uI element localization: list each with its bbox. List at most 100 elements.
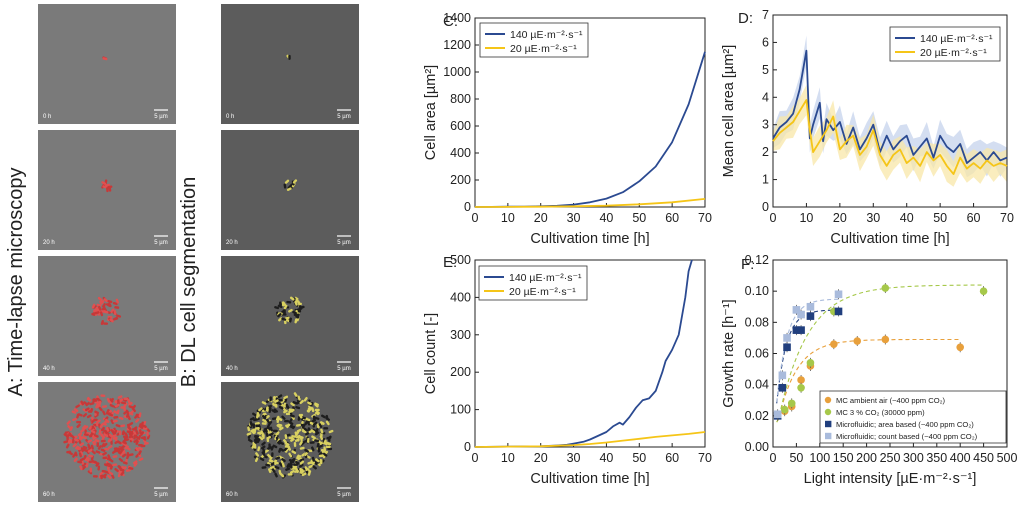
cell-mark — [85, 401, 90, 407]
data-point — [783, 334, 791, 342]
cell-mark — [125, 468, 131, 472]
cell-mark — [262, 418, 267, 423]
legend: 140 µE·m⁻²·s⁻¹ 20 µE·m⁻²·s⁻¹ — [889, 26, 1001, 62]
cell-mark — [99, 471, 104, 476]
cell-mark — [118, 430, 122, 436]
cell-mark — [128, 421, 134, 426]
cell-mark — [117, 395, 123, 399]
cell-mark — [305, 417, 311, 422]
y-tick-label: 200 — [450, 365, 471, 379]
cell-mark — [247, 426, 251, 432]
cell-mark — [110, 429, 115, 434]
series-line — [772, 99, 1008, 176]
cell-mark — [303, 396, 308, 402]
cell-mark — [254, 422, 260, 425]
chart-panel-f: F: 0 50 100 150 200 250 300 350 400 450 500 0.00 0.02… — [721, 253, 1017, 487]
cell-mark — [268, 408, 272, 414]
time-label: 20 h — [226, 240, 238, 246]
cell-mark — [102, 303, 106, 308]
cell-mark — [306, 408, 312, 413]
series-line — [474, 51, 706, 208]
cell-mark — [290, 437, 295, 442]
cell-mark — [112, 436, 118, 440]
cell-mark — [272, 402, 278, 406]
cell-mark — [269, 426, 273, 432]
panel-label: F: — [741, 256, 754, 273]
cell-mark — [104, 418, 110, 423]
cell-mark — [292, 179, 298, 184]
cell-mark — [100, 448, 106, 452]
cell-mark — [311, 456, 315, 462]
x-tick-label: 50 — [632, 451, 646, 465]
cell-mark — [120, 424, 126, 428]
cell-mark — [295, 423, 301, 427]
scale-label: 5 µm — [337, 240, 350, 246]
cell-mark — [99, 311, 104, 317]
cell-mark — [107, 457, 112, 462]
cell-mark — [267, 461, 272, 466]
cell-mark — [102, 57, 108, 61]
cell-mark — [80, 447, 84, 453]
cell-mark — [295, 406, 301, 410]
cell-mark — [133, 438, 138, 443]
cell-mark — [72, 443, 77, 448]
cell-mark — [284, 434, 288, 440]
cell-mark — [311, 419, 317, 423]
cell-mark — [293, 392, 298, 397]
cell-mark — [311, 407, 315, 413]
legend-entry: MC ambient air (~400 ppm CO₂) — [836, 396, 946, 405]
cell-mark — [326, 441, 332, 446]
time-label: 40 h — [43, 366, 55, 372]
legend-entry: 140 µE·m⁻²·s⁻¹ — [510, 29, 583, 41]
cell-mark — [126, 423, 131, 429]
cell-mark — [271, 452, 274, 458]
cell-mark — [112, 316, 118, 321]
cell-mark — [140, 421, 144, 427]
cell-mark — [109, 403, 115, 408]
x-axis-label: Cultivation time [h] — [530, 231, 649, 247]
cell-mark — [264, 449, 270, 454]
cell-mark — [264, 427, 268, 433]
cell-mark — [138, 450, 142, 455]
cell-mark — [295, 434, 301, 439]
cell-mark — [82, 408, 88, 413]
cell-mark — [301, 472, 307, 477]
legend-box — [479, 22, 589, 58]
cell-mark — [76, 445, 81, 450]
cell-mark — [295, 460, 300, 465]
cell-mark — [265, 406, 269, 412]
cell-mark — [283, 304, 288, 310]
cell-mark — [102, 410, 106, 416]
x-tick-label: 0 — [770, 451, 777, 465]
cell-mark — [116, 314, 122, 318]
cell-mark — [77, 413, 83, 417]
x-tick-label: 40 — [599, 211, 613, 225]
cell-mark — [102, 185, 108, 189]
cell-mark — [79, 457, 85, 462]
x-tick-label: 40 — [900, 211, 914, 225]
cell-mark — [249, 417, 255, 421]
cell-mark — [122, 398, 127, 402]
y-tick-label: 0.04 — [745, 378, 769, 392]
x-tick-label: 400 — [950, 451, 971, 465]
cell-mark — [106, 397, 111, 403]
image-tile-b-3: 60 h 5 µm — [221, 382, 359, 502]
y-tick-label: 0 — [464, 200, 471, 214]
cell-mark — [279, 473, 285, 478]
cell-mark — [268, 459, 274, 463]
x-tick-label: 150 — [833, 451, 854, 465]
cell-mark — [284, 448, 289, 453]
image-tile-a-3: 60 h 5 µm — [38, 382, 176, 502]
cell-mark — [94, 410, 100, 415]
cell-mark — [122, 449, 126, 455]
cell-mark — [105, 426, 110, 432]
x-tick-label: 50 — [933, 211, 947, 225]
cell-mark — [79, 442, 85, 447]
time-label: 20 h — [43, 240, 55, 246]
cell-mark — [283, 402, 287, 408]
cell-mark — [115, 298, 120, 304]
cell-mark — [132, 426, 138, 431]
x-tick-label: 70 — [1000, 211, 1014, 225]
cell-mark — [274, 459, 277, 465]
